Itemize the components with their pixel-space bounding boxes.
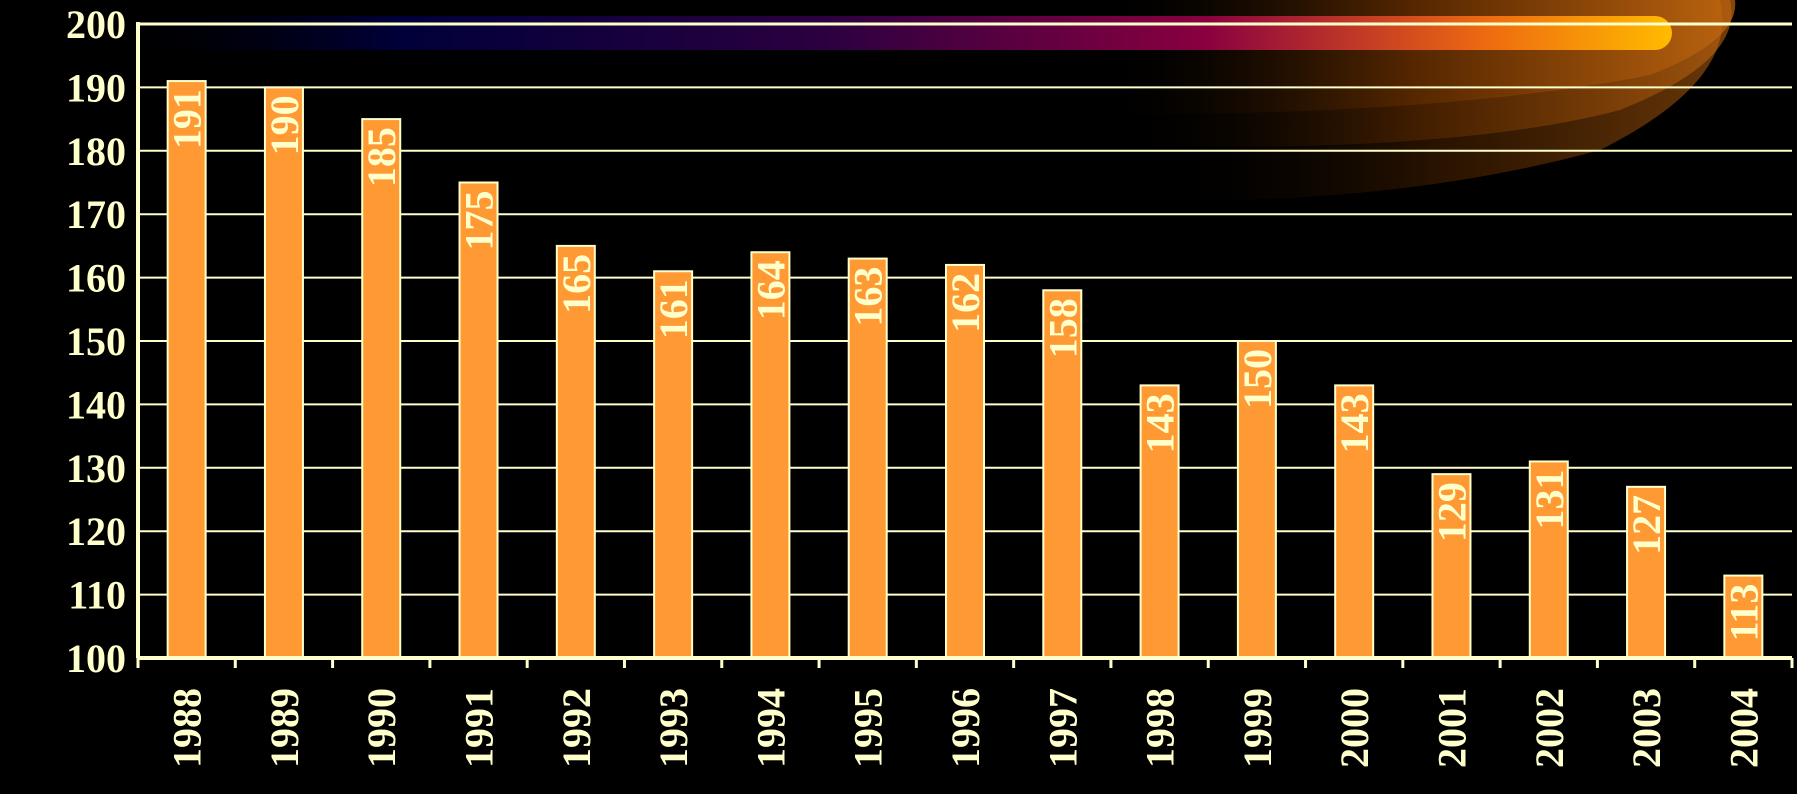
x-tick-label-2003: 2003 <box>1624 688 1669 768</box>
bar-1991 <box>458 181 499 659</box>
data-label-1994: 164 <box>748 260 793 320</box>
x-tick-label-1988: 1988 <box>165 688 210 768</box>
y-tick-label: 140 <box>66 382 126 427</box>
y-tick-label: 100 <box>66 636 126 681</box>
y-tick-label: 160 <box>66 256 126 301</box>
x-tick-label-1996: 1996 <box>943 688 988 768</box>
y-tick-labels: 100 110 120 130 140 150 160 170 180 190 200 <box>66 2 126 681</box>
y-tick-label: 180 <box>66 129 126 174</box>
y-tick-label: 110 <box>68 573 126 618</box>
y-tick-label: 190 <box>66 65 126 110</box>
bar-1995 <box>847 257 888 659</box>
y-tick-label: 130 <box>66 446 126 491</box>
x-tick-labels: 1988 1989 1990 1991 1992 1993 1994 1995 1996 1997… <box>165 688 1767 768</box>
x-tick-label-1998: 1998 <box>1138 688 1183 768</box>
data-label-2003: 127 <box>1624 495 1669 555</box>
data-label-2000: 143 <box>1332 393 1377 453</box>
x-tick-label-1992: 1992 <box>554 688 599 768</box>
bar-1999 <box>1236 340 1277 659</box>
bar-2003 <box>1626 485 1667 659</box>
x-tick-label-2004: 2004 <box>1721 688 1766 768</box>
bar-2002 <box>1528 460 1569 659</box>
data-label-1991: 175 <box>457 191 502 251</box>
data-label-1995: 163 <box>846 267 891 327</box>
bars <box>166 80 1764 660</box>
x-tick-label-1989: 1989 <box>262 688 307 768</box>
y-tick-label: 150 <box>66 319 126 364</box>
data-label-2001: 129 <box>1429 482 1474 542</box>
data-label-1993: 161 <box>651 279 696 339</box>
bar-1989 <box>263 86 304 659</box>
x-tick-label-2000: 2000 <box>1332 688 1377 768</box>
bar-1996 <box>945 263 985 659</box>
x-tick-label-2001: 2001 <box>1429 688 1474 768</box>
x-tick-label-1995: 1995 <box>846 688 891 768</box>
data-label-2004: 113 <box>1721 584 1766 642</box>
data-label-1999: 150 <box>1235 349 1280 409</box>
data-labels: 191 190 185 175 165 161 164 163 162 158 143 150 143 1… <box>165 89 1767 641</box>
bar-1990 <box>361 118 402 660</box>
x-tick-label-1991: 1991 <box>457 688 502 768</box>
bar-2000 <box>1334 384 1375 659</box>
x-tick-label-2002: 2002 <box>1527 688 1572 768</box>
x-tick-label-1999: 1999 <box>1235 688 1280 768</box>
x-tick-label-1993: 1993 <box>651 688 696 768</box>
data-label-2002: 131 <box>1527 469 1572 529</box>
data-label-1992: 165 <box>554 254 599 314</box>
data-label-1998: 143 <box>1138 393 1183 453</box>
data-label-1990: 185 <box>359 127 404 187</box>
x-tick-label-1994: 1994 <box>748 688 793 768</box>
bar-1988 <box>166 80 207 659</box>
bar-1992 <box>555 244 596 659</box>
data-label-1997: 158 <box>1040 298 1085 358</box>
y-tick-label: 200 <box>66 2 126 47</box>
y-tick-label: 120 <box>66 509 126 554</box>
data-label-1989: 190 <box>262 95 307 155</box>
data-label-1988: 191 <box>165 89 210 149</box>
y-tick-label: 170 <box>66 192 126 237</box>
axes <box>136 22 1794 668</box>
bar-1993 <box>653 270 694 659</box>
x-tick-label-1997: 1997 <box>1040 688 1085 768</box>
data-label-1996: 162 <box>943 273 988 333</box>
x-tick-label-1990: 1990 <box>359 688 404 768</box>
bar-2004 <box>1723 574 1764 660</box>
